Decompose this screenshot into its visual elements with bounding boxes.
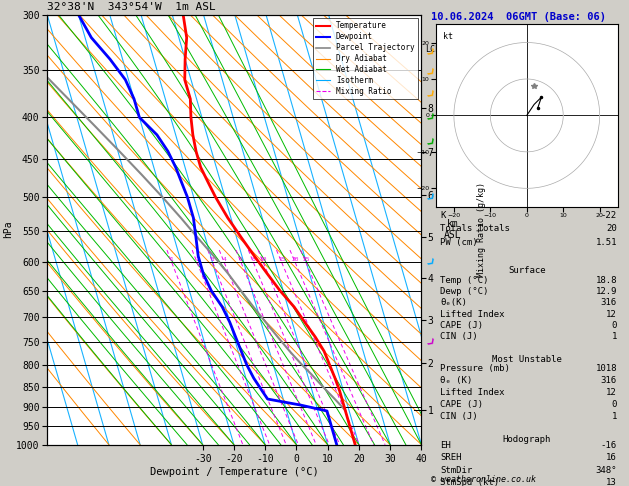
Text: Lifted Index: Lifted Index <box>440 388 505 397</box>
Text: Temp (°C): Temp (°C) <box>440 276 489 285</box>
Y-axis label: hPa: hPa <box>3 221 13 239</box>
Text: 1.51: 1.51 <box>596 238 617 247</box>
Text: θₑ (K): θₑ (K) <box>440 376 473 385</box>
Text: 348°: 348° <box>596 466 617 475</box>
Text: -22: -22 <box>601 210 617 220</box>
Text: 1018: 1018 <box>596 364 617 373</box>
Text: 10.06.2024  06GMT (Base: 06): 10.06.2024 06GMT (Base: 06) <box>431 12 606 22</box>
Text: 316: 316 <box>601 298 617 307</box>
Text: 316: 316 <box>601 376 617 385</box>
Text: 16: 16 <box>606 453 617 463</box>
Text: 12.9: 12.9 <box>596 287 617 296</box>
Text: 25: 25 <box>302 257 309 262</box>
Text: -16: -16 <box>601 441 617 451</box>
Text: CIN (J): CIN (J) <box>440 332 478 341</box>
Text: ❯: ❯ <box>425 112 436 123</box>
Text: 3: 3 <box>211 257 214 262</box>
Text: 1: 1 <box>611 332 617 341</box>
X-axis label: Dewpoint / Temperature (°C): Dewpoint / Temperature (°C) <box>150 467 319 477</box>
Text: 12: 12 <box>606 310 617 319</box>
Text: 1: 1 <box>170 257 174 262</box>
Text: 0: 0 <box>611 400 617 409</box>
Text: kt: kt <box>443 32 453 41</box>
Text: 15: 15 <box>278 257 286 262</box>
Text: EH: EH <box>440 441 451 451</box>
Text: 10: 10 <box>259 257 267 262</box>
Text: StmSpd (kt): StmSpd (kt) <box>440 478 499 486</box>
Text: Totals Totals: Totals Totals <box>440 224 510 233</box>
Text: LCL: LCL <box>425 45 440 53</box>
Legend: Temperature, Dewpoint, Parcel Trajectory, Dry Adiabat, Wet Adiabat, Isotherm, Mi: Temperature, Dewpoint, Parcel Trajectory… <box>313 18 418 99</box>
Text: 20: 20 <box>291 257 299 262</box>
Text: PW (cm): PW (cm) <box>440 238 478 247</box>
Text: 4: 4 <box>222 257 226 262</box>
Text: SREH: SREH <box>440 453 462 463</box>
Text: ❯: ❯ <box>425 137 436 148</box>
Text: ❯: ❯ <box>425 88 436 100</box>
Text: StmDir: StmDir <box>440 466 473 475</box>
Text: 12: 12 <box>606 388 617 397</box>
Text: Pressure (mb): Pressure (mb) <box>440 364 510 373</box>
Text: ❯: ❯ <box>425 336 436 347</box>
Text: 6: 6 <box>239 257 243 262</box>
Text: Lifted Index: Lifted Index <box>440 310 505 319</box>
Text: 20: 20 <box>606 224 617 233</box>
Text: 0: 0 <box>611 321 617 330</box>
Text: ❯: ❯ <box>425 47 436 58</box>
Text: Surface: Surface <box>508 266 545 275</box>
Text: © weatheronline.co.uk: © weatheronline.co.uk <box>431 474 536 484</box>
Text: Dewp (°C): Dewp (°C) <box>440 287 489 296</box>
Text: 32°38'N  343°54'W  1m ASL: 32°38'N 343°54'W 1m ASL <box>47 2 216 13</box>
Text: 13: 13 <box>606 478 617 486</box>
Text: ❯: ❯ <box>425 257 436 268</box>
Text: CAPE (J): CAPE (J) <box>440 321 484 330</box>
Y-axis label: km
ASL: km ASL <box>444 219 462 241</box>
Text: ❯: ❯ <box>425 191 436 203</box>
Text: CAPE (J): CAPE (J) <box>440 400 484 409</box>
Text: Most Unstable: Most Unstable <box>492 355 562 364</box>
Text: 18.8: 18.8 <box>596 276 617 285</box>
Text: CIN (J): CIN (J) <box>440 412 478 421</box>
Text: K: K <box>440 210 446 220</box>
Text: ❯: ❯ <box>425 67 436 78</box>
Text: Hodograph: Hodograph <box>503 434 551 444</box>
Text: θₑ(K): θₑ(K) <box>440 298 467 307</box>
Text: Mixing Ratio (g/kg): Mixing Ratio (g/kg) <box>477 182 486 277</box>
Text: 1: 1 <box>611 412 617 421</box>
Text: 8: 8 <box>252 257 255 262</box>
Text: 2: 2 <box>195 257 199 262</box>
